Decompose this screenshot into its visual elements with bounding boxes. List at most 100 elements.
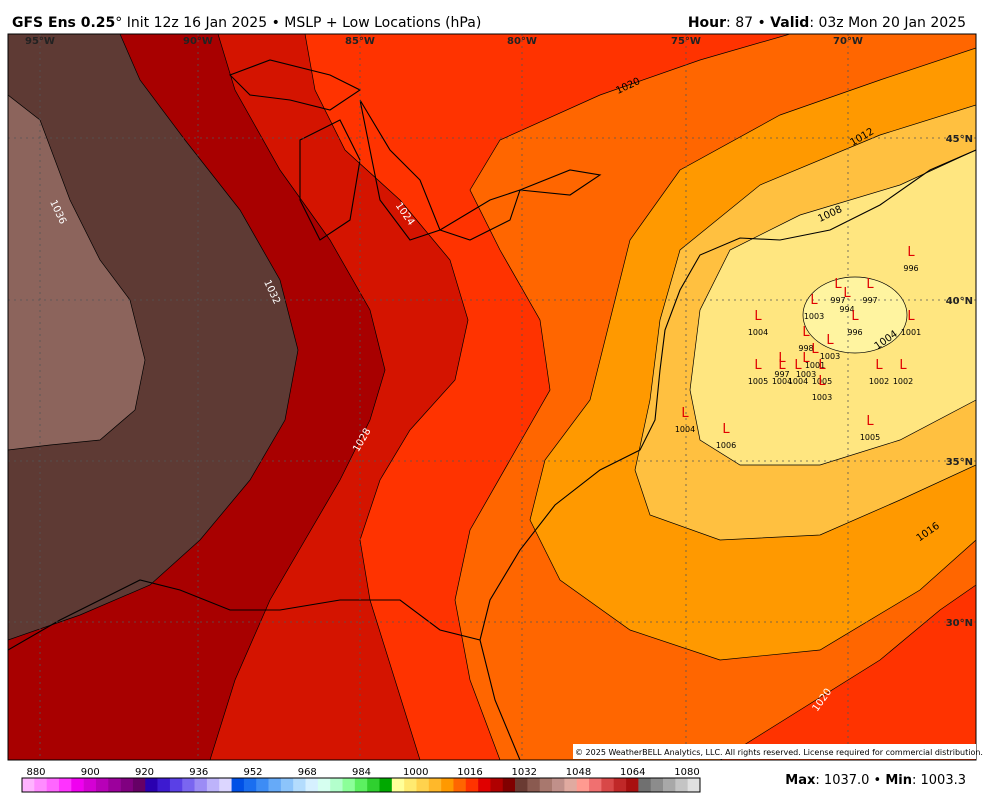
colorbar-swatch xyxy=(428,778,442,792)
colorbar-swatch xyxy=(638,778,651,792)
colorbar-swatch xyxy=(552,778,565,792)
low-pressure: 1004 xyxy=(772,377,792,386)
colorbar-swatch xyxy=(539,778,553,792)
low-symbol: L xyxy=(778,351,786,366)
colorbar-swatch xyxy=(391,778,405,792)
colorbar-label: 984 xyxy=(352,767,371,778)
band xyxy=(802,276,908,354)
colorbar-swatch xyxy=(132,778,146,792)
colorbar-swatch xyxy=(58,778,72,792)
colorbar-swatch xyxy=(502,778,516,792)
low-symbol: L xyxy=(754,358,762,373)
colorbar-label: 1048 xyxy=(566,767,591,778)
low-pressure: 996 xyxy=(847,328,862,337)
colorbar-swatch xyxy=(46,778,60,792)
colorbar-swatch xyxy=(342,778,356,792)
colorbar-swatch xyxy=(256,778,269,792)
low-symbol: L xyxy=(866,277,874,292)
header-left: GFS Ens 0.25° Init 12z 16 Jan 2025 • MSL… xyxy=(12,15,481,31)
low-pressure: 1005 xyxy=(860,433,880,442)
low-pressure: 997 xyxy=(774,370,789,379)
colorbar-label: 920 xyxy=(135,767,154,778)
colorbar-swatch xyxy=(34,778,47,792)
colorbar-swatch xyxy=(687,778,701,792)
latitude-label: 45°N xyxy=(946,134,973,145)
low-symbol: L xyxy=(875,358,883,373)
colorbar-swatch xyxy=(231,778,245,792)
colorbar-swatch xyxy=(169,778,183,792)
latitude-label: 40°N xyxy=(946,296,973,307)
low-symbol: L xyxy=(802,351,810,366)
low-pressure: 1004 xyxy=(748,328,768,337)
longitude-label: 90°W xyxy=(183,36,213,47)
low-pressure: 1003 xyxy=(820,352,840,361)
low-symbol: L xyxy=(818,358,826,373)
colorbar-label: 880 xyxy=(26,767,45,778)
hour-label: Hour xyxy=(688,15,726,31)
low-symbol: L xyxy=(681,406,689,421)
colorbar-label: 968 xyxy=(298,767,317,778)
longitude-label: 80°W xyxy=(507,36,537,47)
coastline xyxy=(8,149,976,760)
colorbar-swatch xyxy=(145,778,158,792)
valid-value: : 03z Mon 20 Jan 2025 xyxy=(809,15,966,31)
hour-value: : 87 • xyxy=(726,15,770,31)
low-symbol: L xyxy=(834,277,842,292)
colorbar-swatch xyxy=(71,778,84,792)
colorbar-label: 1080 xyxy=(674,767,699,778)
low-symbol: L xyxy=(899,358,907,373)
colorbar-swatch xyxy=(22,778,35,792)
colorbar-swatch xyxy=(354,778,368,792)
colorbar-swatch xyxy=(576,778,590,792)
colorbar-swatch xyxy=(108,778,121,792)
colorbar-swatch xyxy=(601,778,615,792)
low-symbol: L xyxy=(754,309,762,324)
colorbar: 880 900 920 936 952 968 984 1000 1016 1032 1048 106… xyxy=(21,767,701,793)
colorbar-frame xyxy=(21,777,701,793)
colorbar-swatch xyxy=(564,778,578,792)
low-pressure: 1003 xyxy=(796,370,816,379)
low-symbol: L xyxy=(722,422,730,437)
low-symbol: L xyxy=(810,293,818,308)
valid-label: Valid xyxy=(770,15,809,31)
colorbar-swatch xyxy=(194,778,208,792)
low-symbol: L xyxy=(802,325,810,340)
low-pressure: 1004 xyxy=(675,425,695,434)
low-pressure: 1003 xyxy=(812,393,832,402)
pressure-field: 95°W 90°W 85°W 80°W 75°W 70°W 45°N 40°N 35°N 30°N… xyxy=(8,34,976,760)
low-symbol: L xyxy=(811,342,819,357)
longitude-label: 75°W xyxy=(671,36,701,47)
low-symbol: L xyxy=(907,309,915,324)
latitude-label: 35°N xyxy=(946,457,973,468)
max-label: Max xyxy=(785,773,816,788)
colorbar-swatch xyxy=(293,778,306,792)
colorbar-swatch xyxy=(478,778,491,792)
low-symbol: L xyxy=(826,333,834,348)
colorbar-swatch xyxy=(465,778,479,792)
low-pressure: 1005 xyxy=(748,377,768,386)
low-pressure: 1001 xyxy=(805,361,825,370)
colorbar-label: 952 xyxy=(243,767,262,778)
colorbar-label: 1016 xyxy=(457,767,482,778)
copyright: © 2025 WeatherBELL Analytics, LLC. All r… xyxy=(575,748,983,757)
colorbar-swatch xyxy=(120,778,134,792)
title-rest: ° Init 12z 16 Jan 2025 • MSLP + Low Loca… xyxy=(115,15,481,31)
latitude-label: 30°N xyxy=(946,618,973,629)
great-lakes xyxy=(229,59,602,241)
low-pressure: 996 xyxy=(903,264,918,273)
colorbar-swatch xyxy=(317,778,331,792)
colorbar-swatch xyxy=(589,778,602,792)
low-symbol: L xyxy=(843,286,851,301)
colorbar-swatch xyxy=(663,778,676,792)
header-right: Hour: 87 • Valid: 03z Mon 20 Jan 2025 xyxy=(688,15,966,31)
low-pressure: 997 xyxy=(862,296,877,305)
colorbar-swatch xyxy=(219,778,232,792)
low-pressure: 994 xyxy=(839,305,854,314)
title-bold: GFS Ens 0.25 xyxy=(12,15,115,31)
longitude-label: 85°W xyxy=(345,36,375,47)
band xyxy=(719,584,976,760)
colorbar-swatch xyxy=(404,778,417,792)
low-symbol: L xyxy=(851,309,859,324)
